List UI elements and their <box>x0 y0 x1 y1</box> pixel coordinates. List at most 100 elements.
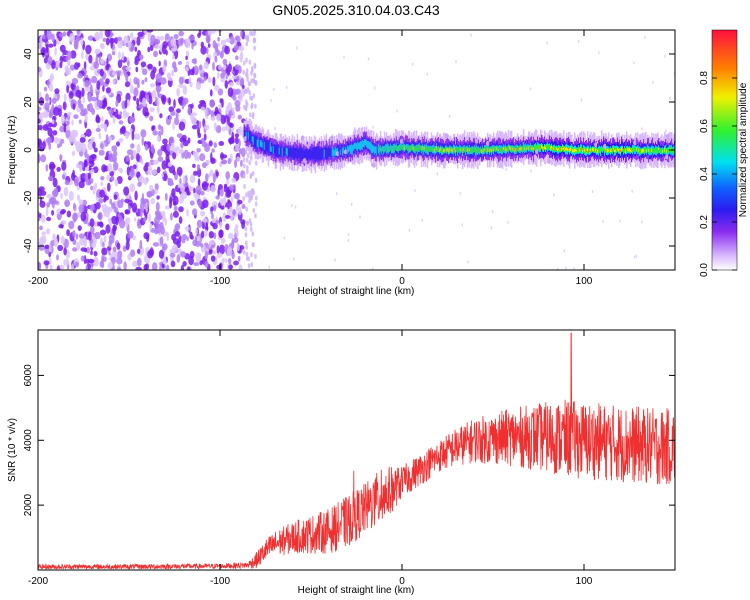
spectrogram-cell <box>80 37 84 47</box>
spectrogram-cell <box>103 235 107 243</box>
spectrogram-cell <box>396 109 399 113</box>
spectrogram-cell <box>110 38 113 49</box>
spectrogram-cell <box>258 137 261 148</box>
spectrogram-cell <box>157 149 163 157</box>
spectrogram-cell <box>110 175 115 182</box>
spectrogram-cell <box>394 145 397 151</box>
spectrogram-cell <box>607 148 609 153</box>
spectrogram-cell <box>154 216 160 225</box>
spectrogram-cell <box>116 176 123 184</box>
spectrogram-cell <box>167 181 174 186</box>
spectrogram-cell <box>212 40 217 49</box>
spectrogram-cell <box>665 128 667 132</box>
spectrogram-cell <box>113 161 119 171</box>
spectrogram-cell <box>291 204 293 208</box>
spectrogram-cell <box>40 154 47 163</box>
spectrogram-cell <box>356 141 359 152</box>
spectrogram-cell <box>483 148 486 151</box>
spectrogram-cell <box>221 258 226 263</box>
spectrogram-cell <box>583 148 585 151</box>
spectrogram-cell <box>177 38 184 47</box>
spectrogram-cell <box>446 148 449 151</box>
spectrogram-cell <box>103 97 107 107</box>
spectrogram-cell <box>214 84 220 92</box>
spectrogram-cell <box>254 213 257 219</box>
spectrogram-cell <box>154 44 161 49</box>
spectrogram-cell <box>204 261 209 268</box>
spectrogram-cell <box>195 252 202 263</box>
spectrogram-cell <box>45 93 49 102</box>
spectrogram-cell <box>137 218 141 226</box>
spectrogram-cell <box>71 150 75 157</box>
spectrogram-cell <box>204 250 208 260</box>
spectrogram-cell <box>104 156 109 161</box>
spectrogram-cell <box>271 141 274 155</box>
spectrogram-cell <box>89 84 93 93</box>
spectrogram-cell <box>312 148 315 161</box>
spectrogram-cell <box>250 131 253 148</box>
spectrogram-cell <box>251 136 254 142</box>
spectrogram-cell <box>143 177 148 185</box>
spectrogram-cell <box>243 184 246 189</box>
spectrogram-cell <box>208 140 213 147</box>
spectrogram-cell <box>347 239 350 243</box>
spectrogram-cell <box>456 148 459 154</box>
spectrogram-cell <box>70 50 77 59</box>
spectrogram-cell <box>515 146 518 152</box>
spectrogram-cell <box>619 149 621 152</box>
spectrogram-cell <box>526 145 529 150</box>
spectrogram-cell <box>254 103 257 109</box>
spectrogram-cell <box>613 147 615 150</box>
spectrogram-cell <box>237 255 241 262</box>
spectrogram-cell <box>582 150 584 153</box>
spectrogram-cell <box>38 106 42 111</box>
spectrogram-cell <box>180 191 187 200</box>
spectrogram-cell <box>53 187 59 198</box>
spectrogram-cell <box>404 145 407 150</box>
spectrogram-cell <box>445 148 448 152</box>
spectrogram-cell <box>261 142 264 148</box>
spectrogram-cell <box>638 148 640 152</box>
spectrogram-cell <box>219 221 223 229</box>
spectrogram-cell <box>137 181 142 187</box>
spectrogram-cell <box>193 262 200 267</box>
spectrogram-cell <box>53 106 60 117</box>
spectrogram-cell <box>87 92 92 102</box>
spectrogram-cell <box>280 143 283 157</box>
spectrogram-cell <box>200 230 205 239</box>
spectrogram-cell <box>95 128 101 132</box>
spectrogram-cell <box>247 153 250 159</box>
spectrogram-cell <box>565 148 567 151</box>
spectrogram-cell <box>210 185 216 193</box>
snr-x-ticks: -200 -100 0 100 <box>28 330 593 587</box>
spectrogram-cell <box>228 264 234 270</box>
spectrogram-cell <box>72 103 76 110</box>
spectrogram-cell <box>109 198 113 205</box>
spectrogram-cell <box>246 165 249 171</box>
spectrogram-cell <box>517 148 520 151</box>
spectrogram-cell <box>473 145 476 152</box>
spectrogram-cell <box>236 242 240 252</box>
spectrogram-cell <box>420 147 423 152</box>
spectrogram-cell <box>168 76 173 82</box>
spectrogram-cell <box>418 144 421 151</box>
spectrogram-cell <box>252 136 255 145</box>
spectrogram-cell <box>191 43 194 50</box>
spectrogram-cell <box>313 146 316 159</box>
spectrogram-cell <box>633 61 635 65</box>
spectrogram-cell <box>552 148 554 150</box>
spectrogram-cell <box>332 148 335 159</box>
spectrogram-cell <box>321 148 324 160</box>
spectrogram-cell <box>227 116 230 126</box>
spectrogram-cell <box>432 147 435 151</box>
spectrogram-cell <box>116 114 122 120</box>
spectrogram-cell <box>51 97 57 104</box>
spectrogram-cell <box>632 147 634 152</box>
spectrogram-cell <box>493 146 496 151</box>
spectrogram-cell <box>633 255 636 259</box>
spectrogram-cell <box>195 228 198 235</box>
spectrogram-cell <box>53 136 59 144</box>
spectrogram-cell <box>200 106 205 111</box>
spectrogram-cell <box>227 87 234 97</box>
spectrogram-cell <box>76 242 81 251</box>
